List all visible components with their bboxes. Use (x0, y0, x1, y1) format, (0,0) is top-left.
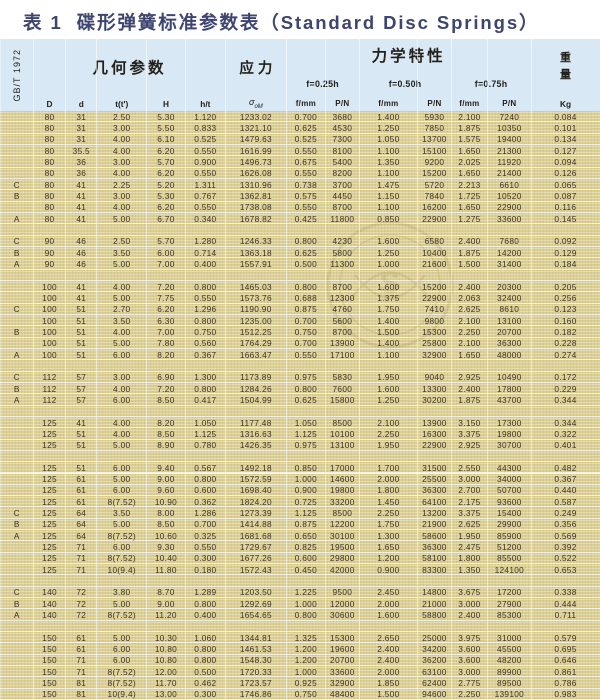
svg-text:S: S (380, 267, 400, 300)
